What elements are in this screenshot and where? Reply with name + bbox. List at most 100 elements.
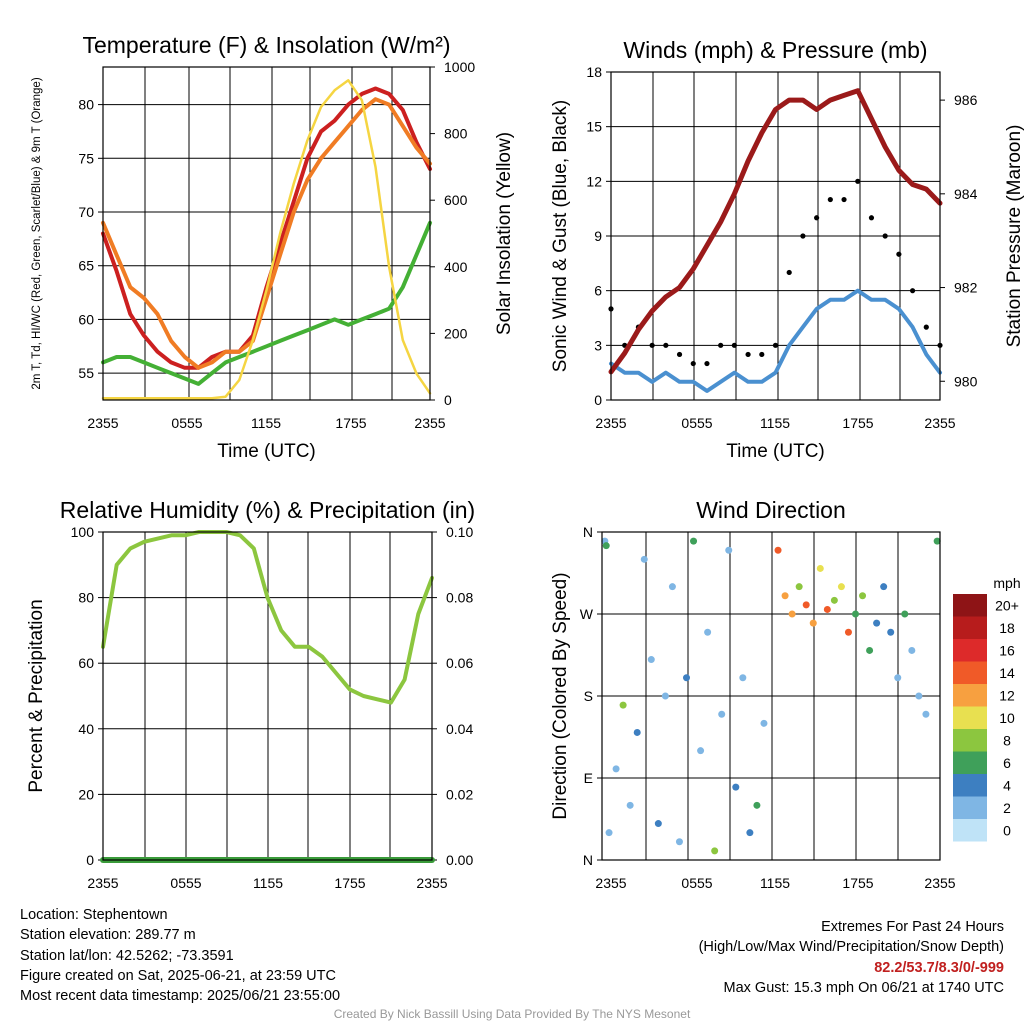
y2-tick-label: 0.02 — [446, 786, 473, 802]
gust-point — [923, 324, 929, 330]
y2-tick-label: 0.04 — [446, 721, 473, 737]
direction-point — [915, 692, 923, 700]
direction-point — [901, 610, 909, 618]
series-line-9m-t — [101, 97, 432, 370]
y2-tick-label: 984 — [954, 186, 978, 202]
x-tick-label: 1755 — [842, 415, 873, 431]
latlon-text: Station lat/lon: 42.5262; -73.3591 — [20, 947, 234, 964]
direction-point — [795, 583, 803, 591]
x-tick-label: 1155 — [253, 875, 283, 891]
y2-tick-label: 0.10 — [446, 524, 473, 540]
gust-point — [896, 251, 902, 257]
x-tick-label: 0555 — [171, 415, 202, 431]
chart-title: Relative Humidity (%) & Precipitation (i… — [60, 497, 475, 523]
series-line-td — [101, 220, 432, 386]
direction-point — [837, 583, 845, 591]
y2-axis-label: Station Pressure (Maroon) — [1004, 125, 1024, 348]
colorbar-swatch — [953, 616, 987, 639]
series-line-relative-humidity — [101, 530, 434, 705]
direction-point — [640, 555, 648, 563]
x-tick-label: 1755 — [335, 415, 366, 431]
extremes-subtitle: (High/Low/Max Wind/Precipitation/Snow De… — [698, 939, 1004, 956]
colorbar-label: 18 — [999, 620, 1015, 636]
gust-point — [800, 233, 806, 239]
gust-point — [745, 351, 751, 358]
y-tick-label: 55 — [78, 365, 94, 381]
direction-point — [753, 801, 761, 809]
plot-border — [610, 71, 941, 401]
created-text: Figure created on Sat, 2025-06-21, at 23… — [20, 967, 336, 984]
colorbar-swatch — [953, 796, 987, 819]
plot-area — [103, 67, 430, 400]
y2-tick-label: 986 — [954, 92, 978, 108]
colorbar-swatch — [953, 774, 987, 797]
colorbar-swatch — [953, 639, 987, 662]
direction-point — [823, 605, 831, 613]
direction-point — [697, 747, 705, 755]
y2-tick-label: 0.06 — [446, 655, 473, 671]
direction-point — [612, 765, 620, 773]
colorbar-label: 16 — [999, 642, 1015, 658]
y2-tick-label: 200 — [444, 325, 468, 341]
colorbar-label: 8 — [1003, 732, 1011, 748]
direction-point — [683, 674, 690, 682]
plot-border — [601, 531, 941, 861]
x-tick-label: 1155 — [760, 875, 790, 891]
station-info: Location: Stephentown Station elevation:… — [20, 905, 340, 1006]
colorbar-swatch — [953, 684, 987, 707]
direction-point — [739, 674, 747, 682]
direction-point — [802, 601, 810, 609]
y-tick-label: 70 — [78, 204, 94, 220]
y-tick-label: E — [584, 770, 593, 786]
y2-tick-label: 0.00 — [446, 852, 473, 868]
gust-point — [827, 196, 833, 203]
colorbar-label: 12 — [999, 687, 1015, 703]
x-tick-label: 1755 — [334, 875, 365, 891]
extremes-values: 82.2/53.7/8.3/0/-999 — [874, 959, 1004, 976]
y-tick-label: 12 — [586, 173, 602, 189]
series-line-station-pressure — [608, 88, 943, 375]
x-tick-label: 0555 — [681, 415, 712, 431]
x-axis-label: Time (UTC) — [726, 441, 825, 462]
colorbar-label: 0 — [1003, 822, 1011, 838]
y-tick-label: 0 — [86, 852, 94, 868]
elevation-text: Station elevation: 289.77 m — [20, 927, 196, 944]
direction-point — [887, 628, 895, 636]
y2-tick-label: 400 — [444, 259, 468, 275]
gust-point — [841, 196, 847, 203]
direction-point — [922, 710, 930, 718]
x-axis-label: Time (UTC) — [217, 441, 316, 462]
colorbar-swatch — [953, 729, 987, 752]
gust-point — [690, 360, 696, 367]
x-tick-label: 1155 — [760, 415, 790, 431]
gust-point — [759, 351, 765, 358]
direction-point — [781, 592, 789, 600]
direction-point — [647, 656, 655, 664]
gust-point — [731, 342, 737, 348]
y2-tick-label: 980 — [954, 373, 978, 389]
y-axis-label: 2m T, Td, HI/WC (Red, Green, Scarlet/Blu… — [31, 77, 43, 389]
colorbar-title: mph — [993, 575, 1020, 591]
extremes-title: Extremes For Past 24 Hours — [821, 919, 1004, 935]
colorbar-swatch — [953, 819, 987, 842]
direction-point — [809, 619, 817, 627]
colorbar-label: 20+ — [995, 597, 1019, 613]
x-tick-label: 2355 — [924, 415, 955, 431]
direction-point — [873, 619, 881, 627]
colorbar-label: 6 — [1003, 755, 1011, 771]
y-tick-label: W — [580, 606, 594, 622]
direction-point — [788, 610, 796, 618]
y2-tick-label: 982 — [954, 280, 978, 296]
y2-tick-label: 800 — [444, 126, 468, 142]
direction-point — [816, 564, 824, 572]
colorbar-label: 2 — [1003, 800, 1011, 816]
direction-point — [774, 546, 782, 554]
y-tick-label: 60 — [78, 655, 94, 671]
gust-point — [663, 342, 669, 348]
y-tick-label: 18 — [586, 64, 602, 80]
direction-point — [602, 542, 610, 550]
gust-point — [814, 215, 820, 221]
chart-1: 55606570758002004006008001000Temperature… — [31, 32, 515, 462]
y-tick-label: 15 — [586, 119, 602, 135]
